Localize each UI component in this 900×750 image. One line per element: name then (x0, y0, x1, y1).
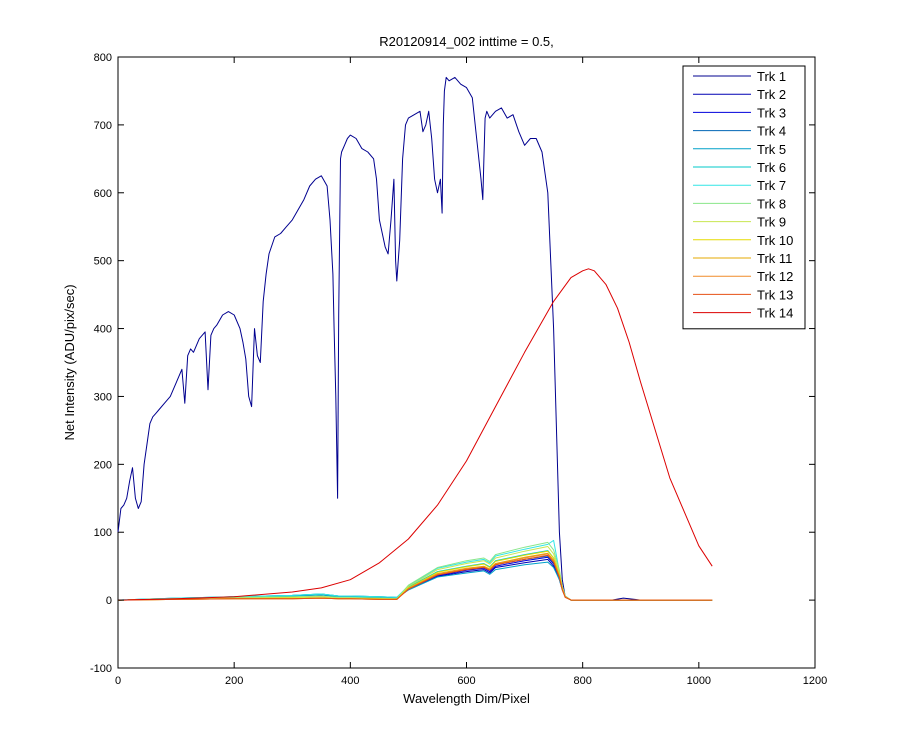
legend-label: Trk 13 (757, 287, 793, 302)
y-tick-label: 700 (94, 120, 112, 132)
legend-label: Trk 9 (757, 215, 786, 230)
legend-label: Trk 4 (757, 124, 786, 139)
legend-label: Trk 14 (757, 306, 793, 321)
x-tick-label: 800 (573, 675, 591, 687)
series-line-trk-14 (117, 268, 713, 601)
legend-box (682, 65, 806, 330)
y-tick-label: -100 (90, 663, 112, 675)
y-tick-label: 200 (94, 459, 112, 471)
series-line-trk-1 (117, 76, 713, 601)
x-tick-label: 1000 (687, 675, 711, 687)
x-tick-label: 1200 (803, 675, 827, 687)
chart-title: R20120914_002 inttime = 0.5, (379, 34, 554, 49)
series-line-trk-13 (117, 554, 713, 601)
legend-label: Trk 6 (757, 160, 786, 175)
y-tick-label: 400 (94, 324, 112, 336)
y-tick-label: 600 (94, 188, 112, 200)
legend: Trk 1 Trk 2 Trk 3 Trk 4 Trk 5 Trk 6 Trk 7 Trk 8… (682, 65, 806, 330)
legend-label: Trk 2 (757, 87, 786, 102)
y-tick-label: 500 (94, 256, 112, 268)
x-tick-label: 0 (115, 675, 121, 687)
x-tick-label: 200 (225, 675, 243, 687)
x-tick-label: 600 (457, 675, 475, 687)
legend-label: Trk 12 (757, 269, 793, 284)
legend-label: Trk 8 (757, 196, 786, 211)
legend-label: Trk 1 (757, 69, 786, 84)
axis-tick-labels-group: 0 200 400 600 800 1000 1200-100010020030040050… (90, 52, 827, 687)
y-tick-label: 100 (94, 527, 112, 539)
y-axis-label: Net Intensity (ADU/pix/sec) (62, 284, 77, 440)
legend-label: Trk 11 (757, 251, 792, 266)
plot-series-group (117, 76, 713, 601)
y-tick-label: 300 (94, 391, 112, 403)
legend-label: Trk 3 (757, 105, 786, 120)
x-tick-label: 400 (341, 675, 359, 687)
axis-ticks-group (117, 56, 816, 669)
y-tick-label: 0 (106, 595, 112, 607)
legend-label: Trk 10 (757, 233, 793, 248)
y-tick-label: 800 (94, 52, 112, 64)
x-axis-label: Wavelength Dim/Pixel (403, 691, 530, 706)
legend-label: Trk 7 (757, 178, 786, 193)
legend-label: Trk 5 (757, 142, 786, 157)
